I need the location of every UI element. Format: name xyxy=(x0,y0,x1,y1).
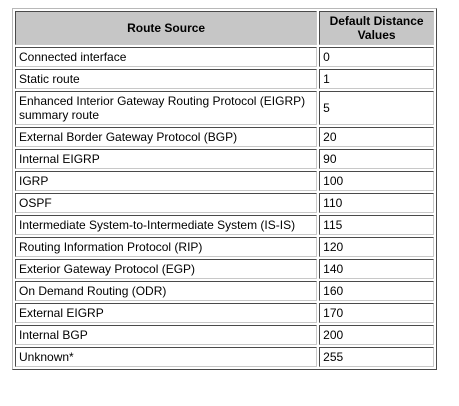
route-source-cell: On Demand Routing (ODR) xyxy=(15,281,318,301)
table-row: OSPF 110 xyxy=(15,193,434,213)
distance-value-cell: 170 xyxy=(319,303,434,323)
table-row: Routing Information Protocol (RIP) 120 xyxy=(15,237,434,257)
table-row: Enhanced Interior Gateway Routing Protoc… xyxy=(15,91,434,125)
header-default-distance: Default Distance Values xyxy=(319,11,434,45)
route-source-cell: Routing Information Protocol (RIP) xyxy=(15,237,318,257)
distance-value-cell: 200 xyxy=(319,325,434,345)
route-source-cell: Internal EIGRP xyxy=(15,149,318,169)
table-row: Exterior Gateway Protocol (EGP) 140 xyxy=(15,259,434,279)
distance-value-cell: 20 xyxy=(319,127,434,147)
table-row: External Border Gateway Protocol (BGP) 2… xyxy=(15,127,434,147)
table-row: External EIGRP 170 xyxy=(15,303,434,323)
route-source-cell: Exterior Gateway Protocol (EGP) xyxy=(15,259,318,279)
route-source-cell: Internal BGP xyxy=(15,325,318,345)
header-route-source: Route Source xyxy=(15,11,318,45)
route-source-cell: External Border Gateway Protocol (BGP) xyxy=(15,127,318,147)
route-source-cell: Connected interface xyxy=(15,47,318,67)
table-row: IGRP 100 xyxy=(15,171,434,191)
distance-value-cell: 90 xyxy=(319,149,434,169)
route-source-cell: External EIGRP xyxy=(15,303,318,323)
route-source-cell: Intermediate System-to-Intermediate Syst… xyxy=(15,215,318,235)
table-row: Unknown* 255 xyxy=(15,347,434,367)
route-source-cell: Enhanced Interior Gateway Routing Protoc… xyxy=(15,91,318,125)
distance-value-cell: 1 xyxy=(319,69,434,89)
distance-value-cell: 0 xyxy=(319,47,434,67)
table-row: Static route 1 xyxy=(15,69,434,89)
route-source-cell: Unknown* xyxy=(15,347,318,367)
route-source-cell: Static route xyxy=(15,69,318,89)
distance-value-cell: 115 xyxy=(319,215,434,235)
distance-value-cell: 120 xyxy=(319,237,434,257)
distance-value-cell: 110 xyxy=(319,193,434,213)
distance-value-cell: 5 xyxy=(319,91,434,125)
distance-value-cell: 140 xyxy=(319,259,434,279)
table-row: Internal EIGRP 90 xyxy=(15,149,434,169)
table-row: Internal BGP 200 xyxy=(15,325,434,345)
route-source-cell: IGRP xyxy=(15,171,318,191)
table-row: Intermediate System-to-Intermediate Syst… xyxy=(15,215,434,235)
route-source-cell: OSPF xyxy=(15,193,318,213)
table-header-row: Route Source Default Distance Values xyxy=(15,11,434,45)
distance-value-cell: 160 xyxy=(319,281,434,301)
administrative-distance-table: Route Source Default Distance Values Con… xyxy=(12,8,437,370)
distance-value-cell: 100 xyxy=(319,171,434,191)
distance-value-cell: 255 xyxy=(319,347,434,367)
table-row: Connected interface 0 xyxy=(15,47,434,67)
table-row: On Demand Routing (ODR) 160 xyxy=(15,281,434,301)
